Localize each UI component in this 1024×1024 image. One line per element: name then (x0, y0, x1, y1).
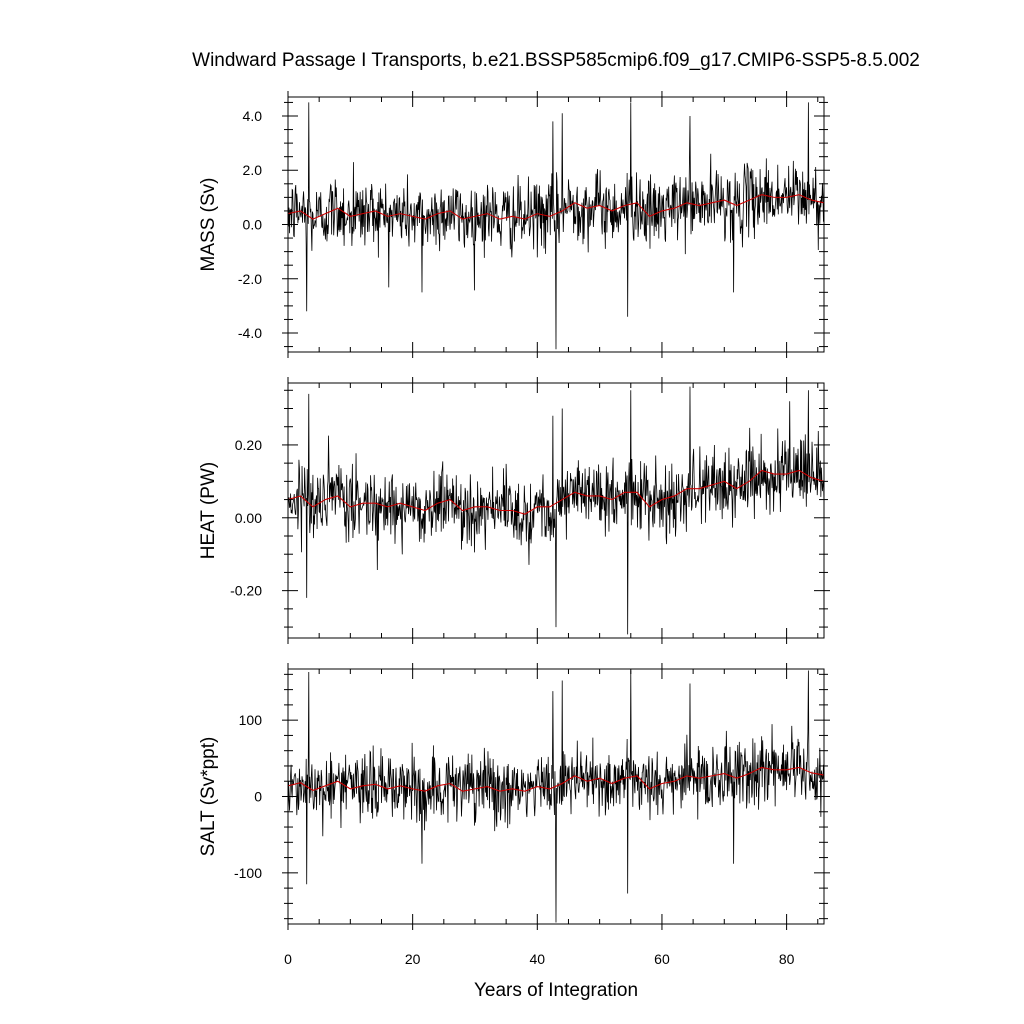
x-tick-label: 60 (654, 951, 670, 967)
series-raw-line (288, 102, 824, 350)
panel-0: -4.0 -2.0 0.0 2.0 4.0 MASS (Sv) (198, 91, 830, 358)
y-axis-label: MASS (Sv) (198, 178, 219, 272)
x-axis-label: Years of Integration (474, 980, 638, 1001)
series-raw-line (288, 670, 824, 923)
y-tick-label: 0.20 (235, 437, 262, 453)
y-tick-label: 4.0 (243, 108, 263, 124)
y-tick-label: 2.0 (243, 162, 263, 178)
x-tick-label: 40 (530, 951, 546, 967)
y-axis-label: HEAT (PW) (198, 462, 219, 559)
chart-title: Windward Passage I Transports, b.e21.BSS… (192, 50, 920, 71)
series-smoothed-line (288, 469, 824, 515)
series-raw-line (288, 386, 824, 635)
y-tick-label: -100 (234, 865, 262, 881)
y-tick-label: -2.0 (238, 271, 262, 287)
panels-layer: -4.0 -2.0 0.0 2.0 4.0 MASS (Sv) -0.20 0.00 0.20 H… (198, 91, 830, 967)
series-smoothed-line (288, 766, 824, 792)
x-tick-label: 0 (284, 951, 292, 967)
panel-1: -0.20 0.00 0.20 HEAT (PW) (198, 377, 830, 644)
y-tick-label: 100 (239, 712, 263, 728)
panel-2: -100 0 100 SALT (Sv*ppt) 0 20 40 60 80 (198, 663, 830, 967)
y-tick-label: 0.0 (243, 217, 263, 233)
y-tick-label: -4.0 (238, 325, 262, 341)
x-tick-label: 80 (779, 951, 795, 967)
y-tick-label: 0.00 (235, 510, 262, 526)
y-tick-label: 0 (254, 789, 262, 805)
y-tick-label: -0.20 (230, 583, 262, 599)
series-smoothed-line (288, 194, 824, 220)
y-axis-label: SALT (Sv*ppt) (198, 737, 219, 857)
x-tick-label: 20 (405, 951, 421, 967)
plot-frame (287, 382, 825, 639)
